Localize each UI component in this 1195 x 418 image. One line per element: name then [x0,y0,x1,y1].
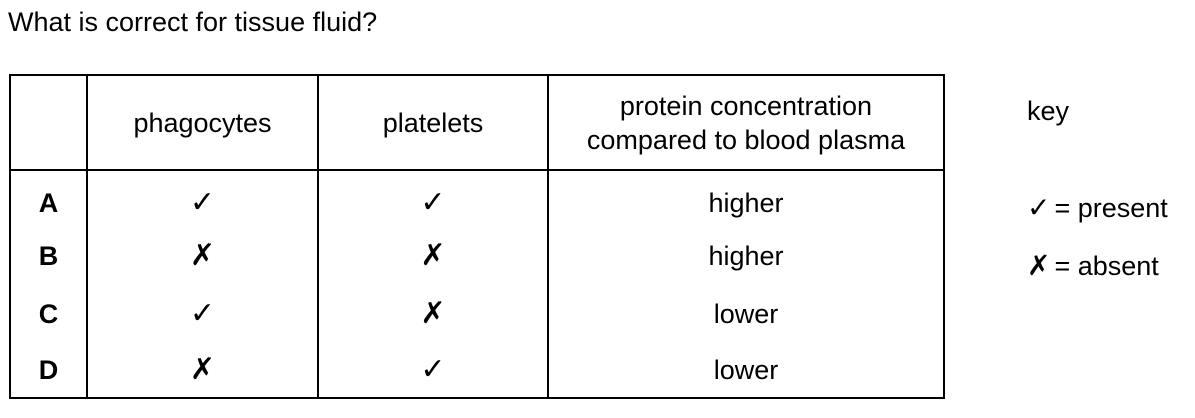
protein-value: lower [547,285,945,343]
header-platelets: platelets [317,74,549,171]
key-present-entry: ✓ = present [1027,191,1168,225]
row-letter: B [9,227,88,285]
key-absent-entry: ✗ = absent [1027,249,1159,283]
table-row: D ✗ ✓ lower [9,343,945,399]
row-letter: C [9,285,88,343]
key-title: key [1027,96,1070,126]
key-absent-text: = absent [1054,251,1159,281]
check-icon: ✓ [1027,191,1051,224]
cross-icon: ✗ [1027,249,1051,282]
platelets-mark: ✗ [317,227,549,285]
table-header-row: phagocytes platelets protein concentrati… [9,74,945,171]
row-letter: D [9,343,88,399]
header-protein-concentration: protein concentration compared to blood … [547,74,945,171]
row-letter: A [9,170,88,227]
platelets-mark: ✓ [317,170,549,227]
table-row: C ✓ ✗ lower [9,285,945,343]
phagocytes-mark: ✗ [86,227,319,285]
options-table: phagocytes platelets protein concentrati… [9,74,945,399]
header-blank [9,74,88,171]
platelets-mark: ✗ [317,285,549,343]
table-row: A ✓ ✓ higher [9,170,945,227]
question-text: What is correct for tissue fluid? [8,7,378,37]
header-phagocytes: phagocytes [86,74,319,171]
phagocytes-mark: ✓ [86,285,319,343]
protein-value: lower [547,343,945,399]
phagocytes-mark: ✓ [86,170,319,227]
protein-value: higher [547,227,945,285]
protein-value: higher [547,170,945,227]
table-row: B ✗ ✗ higher [9,227,945,285]
platelets-mark: ✓ [317,343,549,399]
header-protein-concentration-text: protein concentration compared to blood … [586,90,906,155]
phagocytes-mark: ✗ [86,343,319,399]
key-present-text: = present [1054,193,1168,223]
